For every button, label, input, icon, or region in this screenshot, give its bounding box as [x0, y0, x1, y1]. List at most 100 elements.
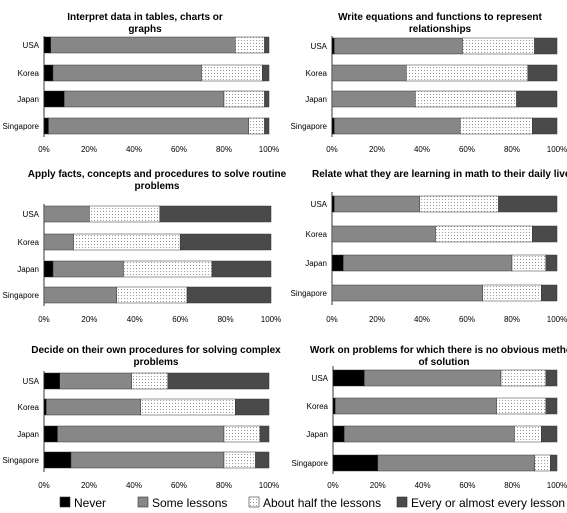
x-tick-label: 0% — [38, 315, 50, 324]
bar-segment — [334, 117, 461, 135]
bar-segment — [131, 372, 168, 390]
bar-segment — [415, 90, 517, 108]
bar-segment — [264, 90, 270, 108]
category-label: USA — [312, 374, 329, 383]
chart-title: Write equations and functions to represe… — [338, 12, 542, 23]
bar-segment — [43, 64, 54, 82]
bar-segment — [498, 195, 558, 213]
category-label: Singapore — [3, 456, 40, 465]
bar-segment — [331, 225, 436, 243]
category-label: Japan — [306, 430, 328, 439]
x-tick-label: 40% — [415, 481, 431, 490]
x-tick-label: 100% — [259, 481, 279, 490]
bar-segment — [223, 90, 265, 108]
category-label: Korea — [306, 69, 328, 78]
bar-segment — [545, 397, 558, 415]
chart-title: problems — [133, 357, 178, 368]
legend-entry: Some lessons — [137, 496, 227, 510]
bar-segment — [235, 36, 265, 54]
category-label: Japan — [17, 265, 39, 274]
bar-segment — [541, 425, 558, 443]
bar-segment — [64, 90, 225, 108]
bar-segment — [248, 117, 265, 135]
category-label: Korea — [18, 403, 40, 412]
legend-label: Never — [74, 496, 106, 510]
legend-swatch — [396, 496, 408, 508]
bar-segment — [46, 398, 141, 416]
chart-title: Interpret data in tables, charts or — [67, 12, 223, 23]
bar-segment — [70, 451, 225, 469]
bar-segment — [331, 90, 416, 108]
bar-segment — [264, 117, 270, 135]
x-tick-label: 20% — [369, 315, 385, 324]
bar-segment — [264, 36, 270, 54]
bar-segment — [186, 286, 272, 304]
bar-segment — [482, 284, 542, 302]
bar-segment — [59, 372, 132, 390]
legend-entry: Never — [59, 496, 106, 510]
x-tick-label: 60% — [459, 481, 475, 490]
bar-segment — [343, 254, 513, 272]
category-label: USA — [23, 41, 40, 50]
bar-segment — [332, 425, 345, 443]
bar-segment — [167, 372, 270, 390]
x-tick-label: 60% — [171, 145, 187, 154]
bar-segment — [43, 205, 90, 223]
x-tick-label: 20% — [369, 145, 385, 154]
chart-title: Relate what they are learning in math to… — [312, 169, 567, 180]
legend-entry: Every or almost every lesson — [396, 496, 565, 510]
x-tick-label: 0% — [38, 481, 50, 490]
bar-segment — [223, 425, 261, 443]
bar-segment — [545, 254, 558, 272]
x-tick-label: 40% — [414, 145, 430, 154]
x-tick-label: 80% — [216, 481, 232, 490]
category-label: Korea — [307, 402, 329, 411]
bar-segment — [334, 397, 497, 415]
bar-segment — [550, 454, 558, 472]
bar-segment — [331, 64, 407, 82]
chart-title: of solution — [418, 357, 469, 368]
category-label: Korea — [18, 69, 40, 78]
x-tick-label: 100% — [547, 315, 567, 324]
category-label: USA — [311, 200, 328, 209]
bar-segment — [331, 254, 344, 272]
x-tick-label: 0% — [327, 481, 339, 490]
bar-segment — [43, 286, 117, 304]
category-label: Singapore — [291, 289, 328, 298]
legend-swatch — [59, 496, 71, 508]
bar-segment — [43, 233, 74, 251]
bar-segment — [406, 64, 528, 82]
bar-segment — [43, 398, 47, 416]
chart-panel-1: Interpret data in tables, charts orgraph… — [3, 12, 280, 154]
bar-segment — [334, 37, 463, 55]
category-label: Japan — [305, 259, 327, 268]
x-tick-label: 80% — [504, 481, 520, 490]
bar-segment — [43, 451, 72, 469]
bar-segment — [334, 195, 420, 213]
bar-segment — [500, 369, 547, 387]
bar-segment — [48, 117, 249, 135]
bar-segment — [364, 369, 502, 387]
bar-segment — [179, 233, 272, 251]
legend-label: About half the lessons — [263, 496, 381, 510]
chart-title: Decide on their own procedures for solvi… — [31, 345, 281, 356]
chart-title: Apply facts, concepts and procedures to … — [28, 169, 287, 180]
bar-segment — [140, 398, 236, 416]
category-label: Korea — [306, 230, 328, 239]
bar-segment — [331, 37, 335, 55]
bar-segment — [435, 225, 533, 243]
x-tick-label: 0% — [326, 315, 338, 324]
bar-segment — [343, 425, 515, 443]
bar-segment — [332, 369, 365, 387]
bar-segment — [419, 195, 499, 213]
chart-title: problems — [134, 181, 179, 192]
x-tick-label: 20% — [370, 481, 386, 490]
bar-segment — [534, 454, 551, 472]
bar-segment — [516, 90, 558, 108]
chart-title: Work on problems for which there is no o… — [310, 345, 567, 356]
bar-segment — [223, 451, 256, 469]
bar-segment — [545, 369, 558, 387]
chart-panel-3: Apply facts, concepts and procedures to … — [3, 169, 287, 324]
x-tick-label: 60% — [172, 315, 188, 324]
bar-segment — [43, 36, 51, 54]
